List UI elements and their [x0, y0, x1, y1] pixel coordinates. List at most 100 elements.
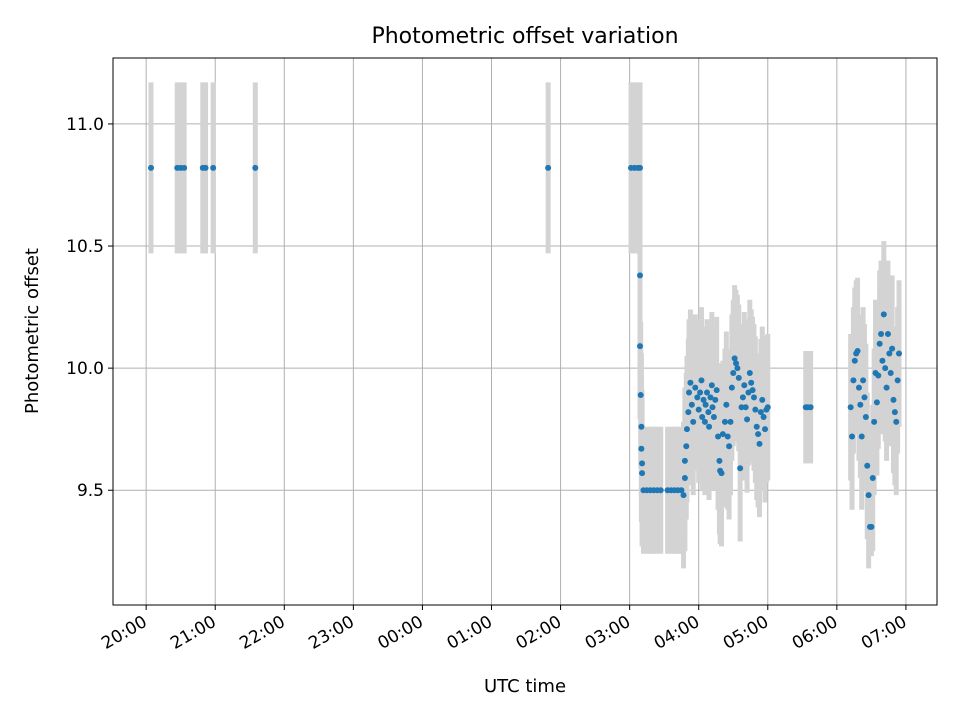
- data-point: [854, 348, 861, 355]
- data-point: [681, 475, 688, 482]
- x-tick-label: 22:00: [236, 612, 288, 654]
- x-tick-label: 07:00: [858, 612, 910, 654]
- data-point: [708, 382, 715, 389]
- x-axis-ticks: 20:00 21:00 22:00 23:00 00:00 01:00 02:00 03:00…: [98, 605, 910, 654]
- data-point: [685, 409, 692, 416]
- data-point: [639, 470, 646, 477]
- data-point: [705, 409, 712, 416]
- data-point: [637, 343, 644, 350]
- data-point: [700, 396, 707, 403]
- data-point: [887, 370, 894, 377]
- x-tick-label: 01:00: [444, 612, 496, 654]
- data-point: [657, 487, 664, 494]
- data-point: [755, 431, 762, 438]
- data-point: [716, 457, 723, 464]
- data-point: [719, 431, 726, 438]
- data-point: [687, 379, 694, 386]
- data-point: [883, 384, 890, 391]
- data-point: [545, 164, 552, 171]
- data-point: [252, 164, 259, 171]
- data-point: [695, 406, 702, 413]
- data-point: [869, 475, 876, 482]
- data-point: [147, 164, 154, 171]
- data-point: [868, 523, 875, 530]
- data-point: [721, 418, 728, 425]
- data-point: [746, 370, 753, 377]
- data-point: [739, 394, 746, 401]
- data-point: [718, 470, 725, 477]
- data-point: [861, 394, 868, 401]
- grid-lines: [113, 58, 937, 605]
- data-point: [753, 423, 760, 430]
- data-point: [757, 409, 764, 416]
- data-point: [637, 164, 644, 171]
- data-point: [710, 413, 717, 420]
- data-point: [697, 389, 704, 396]
- data-point: [750, 394, 757, 401]
- data-point: [724, 433, 731, 440]
- data-point: [744, 416, 751, 423]
- data-point: [890, 396, 897, 403]
- data-point: [202, 164, 209, 171]
- data-point: [698, 377, 705, 384]
- data-point: [862, 413, 869, 420]
- data-point: [727, 418, 734, 425]
- x-tick-label: 21:00: [167, 612, 219, 654]
- data-point: [181, 164, 188, 171]
- y-axis-ticks: 9.5 10.0 10.5 11.0: [66, 115, 113, 501]
- data-point: [738, 404, 745, 411]
- data-point: [851, 357, 858, 364]
- data-point: [876, 340, 883, 347]
- data-point: [756, 440, 763, 447]
- data-point: [884, 330, 891, 337]
- y-tick-label: 10.0: [66, 359, 104, 379]
- data-point: [893, 418, 900, 425]
- data-point: [858, 433, 865, 440]
- x-tick-label: 20:00: [98, 612, 150, 654]
- x-tick-label: 04:00: [651, 612, 703, 654]
- y-tick-label: 10.5: [66, 237, 104, 257]
- data-point: [762, 426, 769, 433]
- data-point: [880, 311, 887, 318]
- data-point: [734, 365, 741, 372]
- data-point: [741, 382, 748, 389]
- data-point: [855, 384, 862, 391]
- data-point: [639, 460, 646, 467]
- data-point: [713, 387, 720, 394]
- data-point: [760, 413, 767, 420]
- data-point: [879, 357, 886, 364]
- data-point: [764, 404, 771, 411]
- data-point: [699, 413, 706, 420]
- x-tick-label: 00:00: [374, 612, 426, 654]
- x-axis-label: UTC time: [484, 676, 566, 697]
- data-point: [752, 406, 759, 413]
- data-point: [865, 492, 872, 499]
- data-point: [735, 374, 742, 381]
- data-point: [731, 355, 738, 362]
- data-point: [748, 379, 755, 386]
- y-tick-label: 9.5: [77, 481, 104, 501]
- data-point: [678, 487, 685, 494]
- data-point: [712, 396, 719, 403]
- data-point: [896, 350, 903, 357]
- data-point: [849, 433, 856, 440]
- data-point: [894, 377, 901, 384]
- data-point: [701, 418, 708, 425]
- data-point: [686, 389, 693, 396]
- y-tick-label: 11.0: [66, 115, 104, 135]
- data-point: [728, 384, 735, 391]
- data-point: [730, 370, 737, 377]
- data-point: [882, 365, 889, 372]
- data-point: [891, 409, 898, 416]
- x-tick-label: 23:00: [305, 612, 357, 654]
- data-point: [749, 387, 756, 394]
- data-point: [864, 462, 871, 469]
- data-point: [680, 492, 687, 499]
- data-point: [703, 389, 710, 396]
- data-points: [147, 164, 903, 530]
- data-point: [857, 401, 864, 408]
- data-point: [715, 433, 722, 440]
- data-point: [683, 443, 690, 450]
- y-axis-label: Photometric offset: [22, 248, 43, 414]
- data-point: [873, 399, 880, 406]
